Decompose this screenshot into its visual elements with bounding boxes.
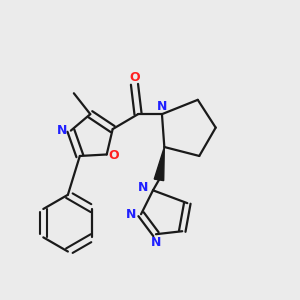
Text: O: O — [129, 71, 140, 84]
Text: N: N — [138, 181, 148, 194]
Text: N: N — [126, 208, 137, 221]
Text: N: N — [157, 100, 167, 113]
Text: O: O — [109, 149, 119, 163]
Text: N: N — [57, 124, 67, 137]
Text: N: N — [151, 236, 161, 249]
Polygon shape — [154, 147, 164, 181]
